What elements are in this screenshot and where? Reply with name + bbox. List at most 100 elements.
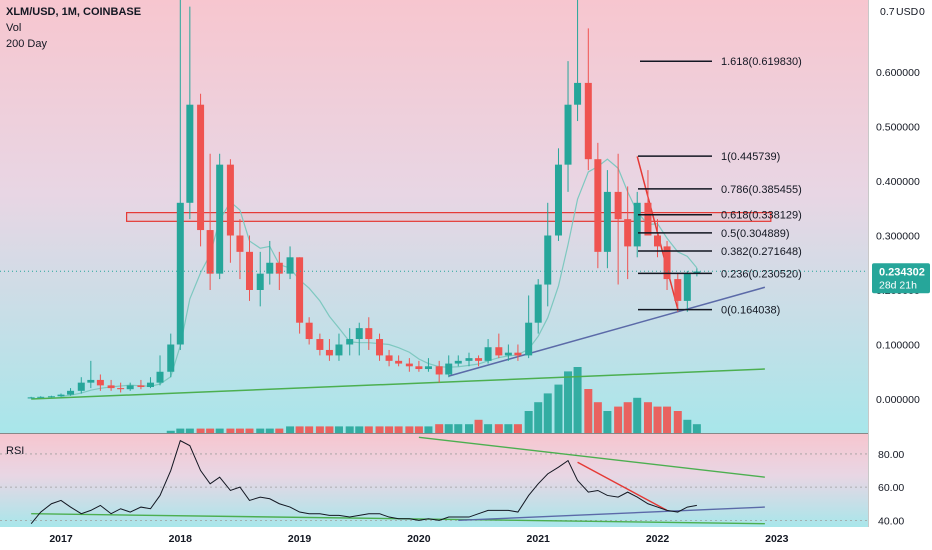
last-price-tag[interactable]: 0.234302 28d 21h [872,263,930,294]
fibonacci-levels[interactable]: 1.618(0.619830) 1(0.445739) 0.786(0.385455… [638,56,802,317]
symbol-title[interactable]: XLM/USD, 1M, COINBASE [6,6,141,18]
volume-bar [286,426,295,433]
volume-bar [305,426,314,433]
volume-bar [206,428,215,433]
rsi-trendline[interactable] [458,506,765,522]
candle-body [594,159,602,252]
candle-body [37,396,45,398]
volume-bar [325,426,334,433]
volume-bar [315,426,324,433]
volume-bar [692,424,701,433]
candle-body [296,257,304,323]
rsi-trendline[interactable] [418,436,765,478]
axis-top-extra: 0 [919,6,925,18]
candle-body [325,349,333,356]
time-tick-label: 2020 [407,533,431,545]
volume-bar [215,428,224,433]
candle-body [355,328,363,340]
main-pane-bg [0,0,868,433]
candle-body [376,339,384,356]
candle-body [335,344,343,356]
candles [27,0,701,399]
rsi-pane-bg [0,434,868,527]
candle-body [405,363,413,367]
candle-body [316,339,324,350]
ma-legend[interactable]: 200 Day [6,38,47,50]
volume-legend[interactable]: Vol [6,22,21,34]
candle-body [424,366,432,370]
candle-body [126,385,134,390]
volume-bar [534,402,543,433]
candle-body [554,164,562,236]
rsi-legend[interactable]: RSI [6,445,24,457]
volume-bar [593,402,602,433]
rsi-line [30,439,697,524]
price-tick-label: 0.600000 [876,67,920,79]
candle-body [564,104,572,165]
volume-bar [484,424,493,433]
volume-bar [663,406,672,433]
volume-bar [375,426,384,433]
volume-bar [564,371,573,433]
volume-bar [235,428,244,433]
candle-body [603,191,611,252]
candle-body [475,358,483,361]
axis-top-partial: 0.7 [880,6,895,18]
time-tick-label: 2017 [49,533,73,545]
rsi-trendline[interactable] [577,461,668,512]
volume-bar [226,428,235,433]
trendline-rising-support[interactable] [448,286,766,377]
candle-body [504,352,512,356]
candle-body [216,164,224,274]
fib-level-label: 0.5(0.304889) [721,228,790,240]
candle-body [57,394,65,397]
candle-body [87,379,95,383]
price-tick-label: 0.100000 [876,340,920,352]
volume-bar [584,389,593,433]
zone-rect[interactable] [126,212,772,222]
volume-bar [185,428,194,433]
fib-level-label: 0.382(0.271648) [721,246,802,258]
candle-body [644,202,652,236]
fib-level-label: 0.786(0.385455) [721,184,802,196]
volume-bar [196,428,205,433]
price-tick-label: 0.500000 [876,122,920,134]
candle-body [286,257,294,274]
time-tick-label: 2021 [527,533,551,545]
resistance-zone[interactable] [126,212,772,222]
candle-body [266,262,274,274]
volume-bar [405,426,414,433]
fib-level-label: 0.618(0.338129) [721,210,802,222]
volume-bar [683,419,692,433]
trendline-long-support[interactable] [31,368,765,400]
fib-level-label: 0(0.164038) [721,305,780,317]
candle-body [693,271,701,274]
volume-bar [603,411,612,433]
candle-body [245,251,253,290]
volume-bar [673,411,682,433]
candle-body [67,390,75,395]
time-axis-ticks: 2017 2018 2019 2020 2021 2022 2023 [49,533,788,545]
candle-body [107,385,115,389]
volume-bar [444,424,453,433]
candle-body [275,262,283,274]
currency-label[interactable]: USD [896,6,919,18]
candle-body [96,379,104,386]
candle-body [534,284,542,323]
candle-body [346,339,354,345]
volume-bar [643,402,652,433]
volume-bar [334,426,343,433]
candle-body [385,355,393,361]
price-tick-label: 0.000000 [876,394,920,406]
candle-body [544,235,552,285]
volume-bar [573,367,582,433]
volume-bar [554,384,563,433]
volume-bar [265,428,274,433]
candle-body [514,352,522,356]
time-tick-label: 2023 [765,533,789,545]
time-tick-label: 2018 [169,533,193,545]
volume-bar [295,426,304,433]
rsi-tick-label: 40.00 [878,515,904,527]
candle-body [197,104,205,231]
